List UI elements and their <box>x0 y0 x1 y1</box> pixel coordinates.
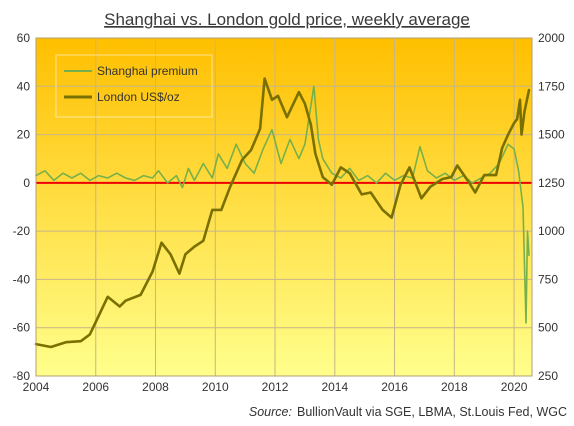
legend-label-shanghai: Shanghai premium <box>97 64 198 78</box>
series-layer <box>34 77 531 349</box>
y-left-tick-label: 20 <box>17 128 31 142</box>
y-axis-left-ticks: 60 40 20 0 -20 -40 -60 -80 <box>13 31 31 383</box>
y-right-tick-label: 1500 <box>538 128 565 142</box>
y-axis-right-ticks: 2000 1750 1500 1250 1000 750 500 250 <box>538 31 565 383</box>
plot-background <box>36 38 532 376</box>
y-left-tick-label: 60 <box>17 31 31 45</box>
y-left-tick-label: 40 <box>17 79 31 93</box>
source-text: BullionVault via SGE, LBMA, St.Louis Fed… <box>297 405 567 419</box>
x-axis-ticks: 2004 2006 2008 2010 2012 2014 2016 2018 2020 <box>23 380 528 394</box>
series-line-london-price <box>34 77 531 349</box>
series-line-shanghai-premium <box>35 85 530 324</box>
y-left-tick-label: -80 <box>13 369 31 383</box>
y-left-tick-label: 0 <box>23 176 30 190</box>
y-right-tick-label: 750 <box>538 272 558 286</box>
x-tick-label: 2014 <box>321 380 348 394</box>
x-tick-label: 2006 <box>82 380 109 394</box>
y-left-tick-label: -20 <box>13 224 31 238</box>
y-right-tick-label: 1000 <box>538 224 565 238</box>
source-note: Source: BullionVault via SGE, LBMA, St.Lo… <box>249 405 567 419</box>
y-right-tick-label: 1750 <box>538 79 565 93</box>
legend: Shanghai premium London US$/oz <box>55 54 213 118</box>
x-tick-label: 2020 <box>501 380 528 394</box>
legend-label-london: London US$/oz <box>97 90 180 104</box>
y-left-tick-label: -60 <box>13 321 31 335</box>
x-tick-label: 2008 <box>142 380 169 394</box>
x-tick-label: 2010 <box>202 380 229 394</box>
chart-title: Shanghai vs. London gold price, weekly a… <box>104 10 470 29</box>
legend-box <box>55 54 213 118</box>
x-tick-label: 2016 <box>381 380 408 394</box>
y-right-tick-label: 500 <box>538 321 558 335</box>
plot-frame <box>35 37 533 377</box>
y-right-tick-label: 2000 <box>538 31 565 45</box>
y-right-tick-label: 250 <box>538 369 558 383</box>
y-right-tick-label: 1250 <box>538 176 565 190</box>
y-left-tick-label: -40 <box>13 272 31 286</box>
x-tick-label: 2004 <box>23 380 50 394</box>
source-label: Source: <box>249 405 292 419</box>
x-tick-label: 2012 <box>262 380 289 394</box>
x-tick-label: 2018 <box>441 380 468 394</box>
